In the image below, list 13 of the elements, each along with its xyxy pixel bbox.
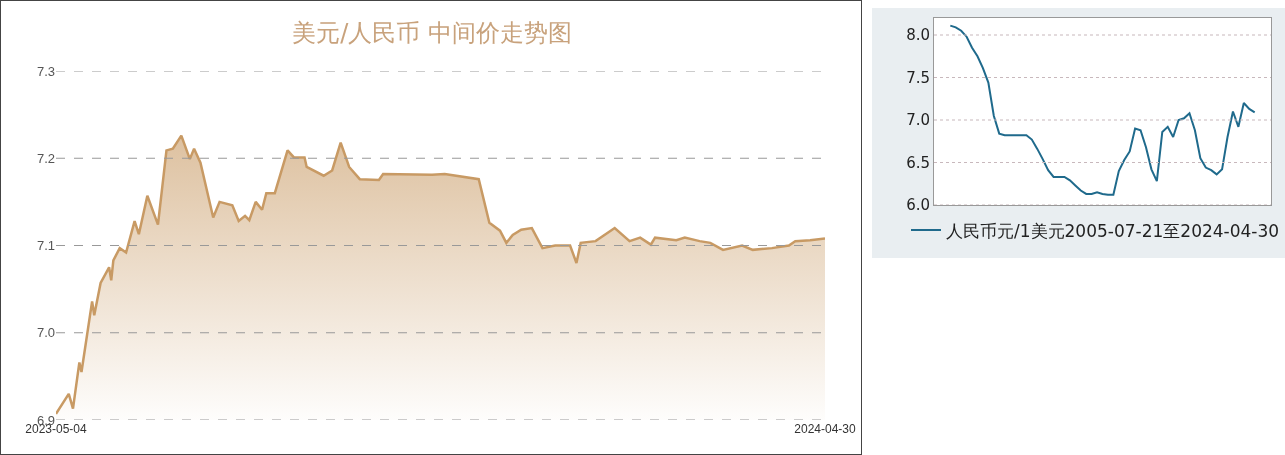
y-tick-label: 7.0 (906, 111, 930, 130)
line-series (949, 24, 1256, 196)
y-tick-label: 7.5 (906, 68, 930, 87)
y-tick-label: 7.1 (36, 238, 55, 254)
legend-label: 人民币元/1美元2005-07-21至2024-04-30 (946, 220, 1280, 241)
chart-title: 美元/人民币 中间价走势图 (292, 18, 572, 47)
y-tick-label: 7.3 (36, 63, 55, 79)
y-tick-label: 6.0 (906, 196, 930, 215)
y-tick-label: 7.0 (36, 325, 55, 341)
x-tick-label: 2024-04-30 (794, 422, 857, 436)
y-tick-label: 8.0 (906, 26, 930, 45)
y-tick-label: 7.2 (36, 150, 55, 166)
y-tick-label: 6.5 (906, 153, 930, 172)
